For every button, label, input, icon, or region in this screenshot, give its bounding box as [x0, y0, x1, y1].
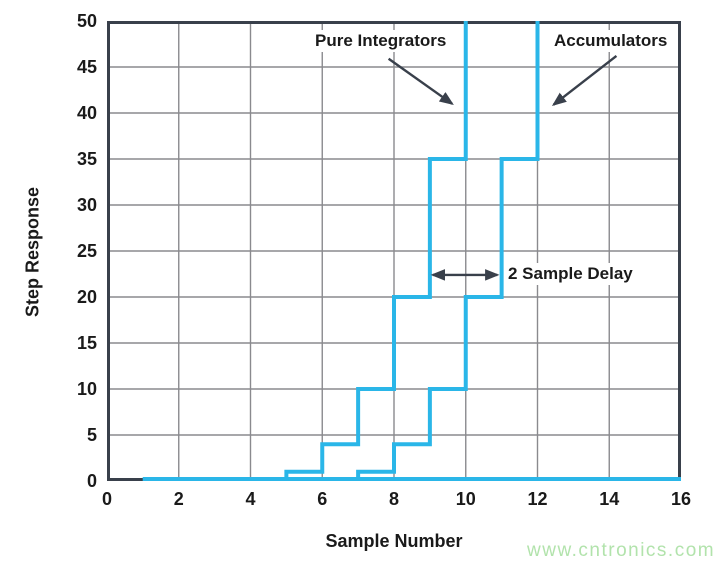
annotation-accumulators: Accumulators — [551, 30, 671, 52]
x-tick-label-4: 4 — [245, 489, 256, 509]
x-tick-label-6: 6 — [317, 489, 328, 509]
plot-canvas — [107, 21, 681, 481]
annotation-pure-integrators: Pure Integrators — [312, 30, 450, 52]
y-tick-label-0: 0 — [86, 471, 97, 491]
x-tick-label-0: 0 — [101, 489, 113, 509]
y-tick-label-15: 15 — [76, 333, 97, 353]
arrow-accumulators — [551, 55, 618, 107]
curve-pure-integrators — [142, 21, 468, 481]
annotation-2-sample-delay: 2 Sample Delay — [505, 263, 636, 285]
y-tick-label-25: 25 — [76, 241, 97, 261]
y-tick-label-35: 35 — [76, 149, 97, 169]
x-tick-label-8: 8 — [388, 489, 400, 509]
curve-accumulators — [142, 21, 540, 481]
y-tick-label-10: 10 — [76, 379, 97, 399]
y-tick-label-20: 20 — [76, 287, 97, 307]
y-tick-label-45: 45 — [76, 57, 97, 77]
y-tick-label-50: 50 — [76, 11, 97, 31]
y-tick-label-5: 5 — [86, 425, 97, 445]
arrow-pure-integrators — [387, 57, 454, 106]
y-tick-label-30: 30 — [76, 195, 97, 215]
y-axis-title: Step Response — [22, 186, 43, 318]
watermark-text: www.cntronics.com — [527, 540, 716, 561]
plot-area — [107, 21, 681, 481]
x-tick-label-12: 12 — [527, 489, 548, 509]
x-tick-label-16: 16 — [670, 489, 692, 509]
x-tick-label-10: 10 — [455, 489, 476, 509]
x-axis-title: Sample Number — [325, 531, 463, 551]
x-tick-label-14: 14 — [599, 489, 620, 509]
x-tick-label-2: 2 — [173, 489, 184, 509]
y-tick-label-40: 40 — [76, 103, 97, 123]
